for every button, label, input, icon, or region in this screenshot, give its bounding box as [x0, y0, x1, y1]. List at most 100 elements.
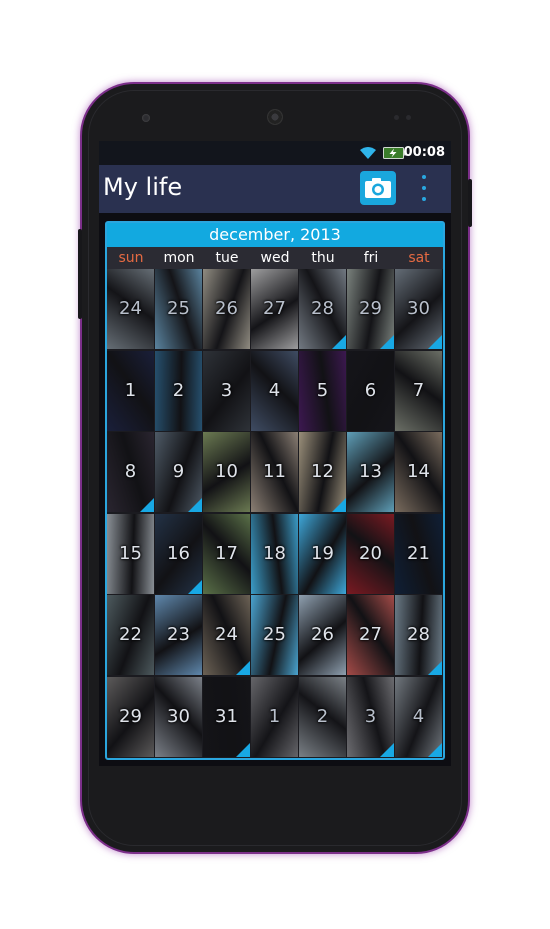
- calendar-day-cell[interactable]: 22: [107, 595, 154, 675]
- calendar-day-cell[interactable]: 20: [347, 513, 394, 594]
- day-photo-thumbnail: [251, 595, 298, 675]
- calendar-day-cell[interactable]: 29: [347, 269, 394, 349]
- phone-frame: 00:08 My life december, 2013 sun mon tue we…: [78, 84, 472, 852]
- calendar-day-cell[interactable]: 1: [251, 676, 298, 757]
- calendar-day-cell[interactable]: 9: [155, 432, 202, 512]
- calendar: december, 2013 sun mon tue wed thu fri sat 24 2…: [105, 221, 445, 760]
- calendar-day-cell[interactable]: 24: [107, 269, 154, 349]
- calendar-day-cell[interactable]: 3: [203, 350, 250, 431]
- calendar-day-cell[interactable]: 25: [251, 595, 298, 675]
- multi-photo-corner-icon: [188, 579, 202, 594]
- calendar-day-cell[interactable]: 4: [251, 350, 298, 431]
- day-number: 6: [364, 379, 377, 401]
- calendar-day-cell[interactable]: 10: [203, 432, 250, 512]
- calendar-day-cell[interactable]: 30: [155, 676, 202, 757]
- day-photo-thumbnail: [251, 350, 298, 431]
- overflow-menu-icon[interactable]: [417, 173, 431, 205]
- calendar-day-cell[interactable]: 30: [395, 269, 442, 349]
- power-button[interactable]: [468, 179, 472, 227]
- calendar-day-cell[interactable]: 7: [395, 350, 442, 431]
- battery-charging-icon: [383, 147, 407, 159]
- day-number: 23: [167, 624, 190, 645]
- calendar-day-cell[interactable]: 4: [395, 676, 442, 757]
- day-photo-thumbnail: [347, 513, 394, 594]
- proximity-sensor: [394, 115, 399, 120]
- day-number: 2: [172, 379, 185, 401]
- day-number: 13: [359, 461, 382, 482]
- day-number: 26: [311, 624, 334, 645]
- weekday-label: sun: [118, 250, 144, 266]
- day-number: 25: [167, 298, 190, 319]
- day-photo-thumbnail: [107, 513, 154, 594]
- month-title[interactable]: december, 2013: [107, 223, 443, 247]
- day-number: 28: [407, 624, 430, 645]
- day-photo-thumbnail: [395, 432, 442, 512]
- calendar-day-cell[interactable]: 25: [155, 269, 202, 349]
- calendar-day-cell[interactable]: 29: [107, 676, 154, 757]
- day-photo-thumbnail: [155, 595, 202, 675]
- calendar-day-cell[interactable]: 14: [395, 432, 442, 512]
- day-number: 21: [407, 542, 430, 564]
- day-number: 17: [215, 542, 238, 564]
- calendar-day-cell[interactable]: 17: [203, 513, 250, 594]
- calendar-day-cell[interactable]: 8: [107, 432, 154, 512]
- action-bar: My life: [99, 165, 451, 213]
- calendar-day-cell[interactable]: 21: [395, 513, 442, 594]
- weekday-label: tue: [215, 250, 239, 266]
- calendar-day-cell[interactable]: 27: [347, 595, 394, 675]
- day-number: 9: [172, 461, 185, 482]
- calendar-day-cell[interactable]: 2: [299, 676, 346, 757]
- day-number: 8: [124, 461, 137, 482]
- weekday-label: fri: [363, 250, 379, 266]
- calendar-day-cell[interactable]: 11: [251, 432, 298, 512]
- day-photo-thumbnail: [107, 595, 154, 675]
- phone-bezel-edge: [88, 90, 462, 846]
- day-photo-thumbnail: [299, 350, 346, 431]
- calendar-day-cell[interactable]: 2: [155, 350, 202, 431]
- calendar-day-cell[interactable]: 23: [155, 595, 202, 675]
- day-number: 27: [263, 298, 286, 319]
- camera-icon: [365, 178, 391, 198]
- day-number: 3: [220, 379, 233, 401]
- day-photo-thumbnail: [203, 513, 250, 594]
- calendar-day-cell[interactable]: 18: [251, 513, 298, 594]
- calendar-day-cell[interactable]: 12: [299, 432, 346, 512]
- day-number: 10: [215, 461, 238, 482]
- day-number: 1: [268, 705, 281, 727]
- day-number: 1: [124, 379, 137, 401]
- day-number: 18: [263, 542, 286, 564]
- calendar-day-cell[interactable]: 16: [155, 513, 202, 594]
- app-title: My life: [103, 173, 183, 201]
- multi-photo-corner-icon: [188, 498, 202, 512]
- day-number: 16: [167, 542, 190, 564]
- day-number: 3: [364, 705, 377, 727]
- calendar-day-cell[interactable]: 26: [203, 269, 250, 349]
- day-number: 25: [263, 624, 286, 645]
- calendar-day-cell[interactable]: 5: [299, 350, 346, 431]
- calendar-day-cell[interactable]: 28: [299, 269, 346, 349]
- multi-photo-corner-icon: [428, 335, 442, 349]
- volume-button[interactable]: [78, 229, 82, 319]
- calendar-day-cell[interactable]: 1: [107, 350, 154, 431]
- calendar-day-cell[interactable]: 3: [347, 676, 394, 757]
- status-clock: 00:08: [403, 145, 445, 160]
- calendar-day-cell[interactable]: 26: [299, 595, 346, 675]
- day-photo-thumbnail: [107, 350, 154, 431]
- day-number: 19: [311, 542, 334, 564]
- day-number: 7: [412, 379, 425, 401]
- calendar-day-cell[interactable]: 28: [395, 595, 442, 675]
- camera-button[interactable]: [360, 171, 396, 205]
- day-number: 5: [316, 379, 329, 401]
- calendar-day-cell[interactable]: 15: [107, 513, 154, 594]
- day-number: 26: [215, 298, 238, 319]
- calendar-day-cell[interactable]: 31: [203, 676, 250, 757]
- multi-photo-corner-icon: [332, 498, 346, 512]
- day-photo-thumbnail: [299, 595, 346, 675]
- multi-photo-corner-icon: [380, 742, 394, 757]
- calendar-day-cell[interactable]: 13: [347, 432, 394, 512]
- calendar-day-cell[interactable]: 27: [251, 269, 298, 349]
- calendar-day-cell[interactable]: 19: [299, 513, 346, 594]
- calendar-day-cell[interactable]: 6: [347, 350, 394, 431]
- calendar-day-cell[interactable]: 24: [203, 595, 250, 675]
- day-number: 22: [119, 624, 142, 645]
